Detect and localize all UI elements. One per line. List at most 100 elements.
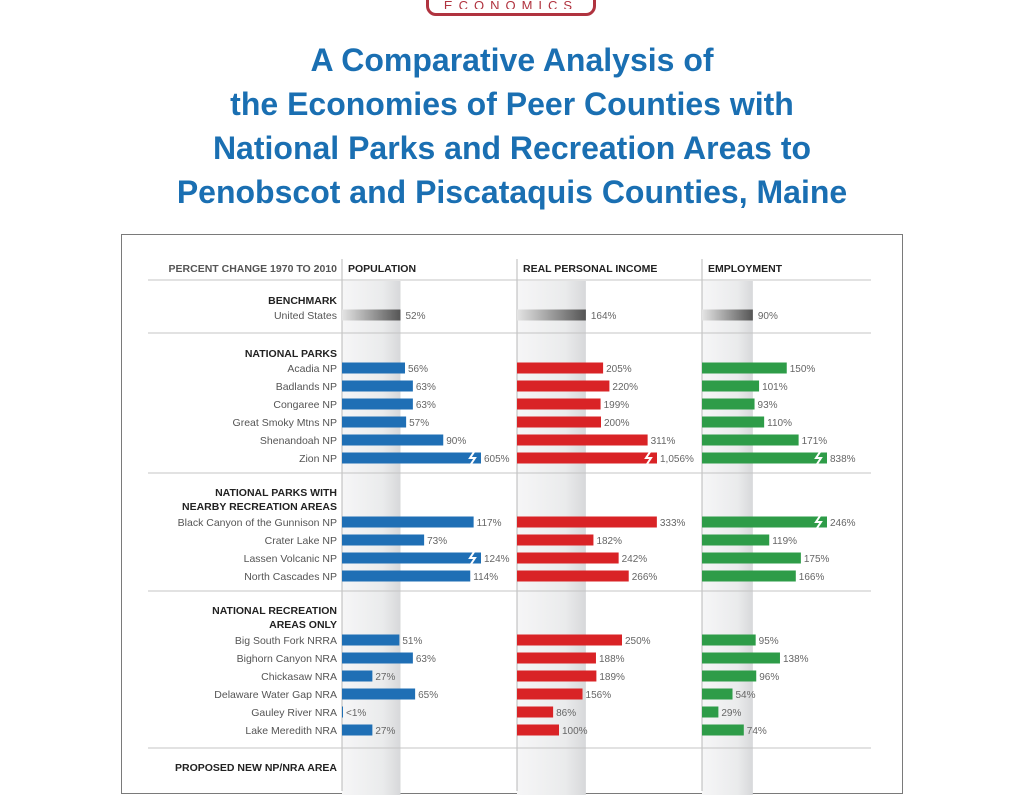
bar-population xyxy=(342,706,343,718)
bar-population xyxy=(342,362,405,374)
value-label-employment: 166% xyxy=(799,572,825,583)
title-line-1: A Comparative Analysis of xyxy=(310,42,714,78)
value-label-population: 63% xyxy=(416,382,436,393)
bar-income xyxy=(517,570,629,582)
value-label-population: 27% xyxy=(375,726,395,737)
break-icon xyxy=(814,515,823,529)
bar-population xyxy=(342,416,407,428)
value-label-employment: 110% xyxy=(767,418,792,429)
bar-chart: PERCENT CHANGE 1970 TO 2010 POPULATION REA… xyxy=(148,259,871,795)
value-label-employment: 93% xyxy=(758,400,778,411)
value-label-population: 27% xyxy=(375,672,395,683)
row-label: Black Canyon of the Gunnison NP xyxy=(178,517,337,529)
row-label: Big South Fork NRRA xyxy=(235,635,337,647)
row-label: Shenandoah NP xyxy=(260,435,337,447)
chart-frame: PERCENT CHANGE 1970 TO 2010 POPULATION REA… xyxy=(121,234,903,795)
value-label-population: 90% xyxy=(446,436,466,447)
bar-income xyxy=(517,416,601,428)
bar-population xyxy=(342,552,481,564)
group-heading: NEARBY RECREATION AREAS xyxy=(182,501,337,513)
value-label-population: 117% xyxy=(477,518,502,529)
value-label-income: 242% xyxy=(622,554,648,565)
bar-income xyxy=(517,362,604,374)
row-label: Delaware Water Gap NRA xyxy=(214,689,337,701)
break-icon xyxy=(644,451,653,465)
value-label-income: 220% xyxy=(612,382,638,393)
column-header-population: POPULATION xyxy=(348,263,416,275)
row-label: Zion NP xyxy=(299,453,337,465)
bar-income xyxy=(517,552,619,564)
value-label-population: 605% xyxy=(484,454,510,465)
row-label: Bighorn Canyon NRA xyxy=(237,653,337,665)
value-label-population: <1% xyxy=(346,708,366,719)
bar-population xyxy=(342,670,373,682)
value-label-employment: 119% xyxy=(772,536,797,547)
value-label-population: 57% xyxy=(409,418,429,429)
bar-population xyxy=(342,534,425,546)
value-label-employment: 101% xyxy=(762,382,788,393)
column-header-employment: EMPLOYMENT xyxy=(708,263,783,275)
value-label-employment: 138% xyxy=(783,654,809,665)
bar-income xyxy=(517,652,596,664)
bar-employment xyxy=(702,452,827,464)
bar-income xyxy=(517,434,648,446)
value-label-income: 164% xyxy=(591,311,617,322)
bar-employment xyxy=(702,516,827,528)
bar-population xyxy=(342,380,413,392)
bar-employment xyxy=(702,724,744,736)
bar-employment xyxy=(702,534,770,546)
title-line-3: National Parks and Recreation Areas to xyxy=(212,130,812,166)
value-label-income: 266% xyxy=(632,572,658,583)
value-label-income: 100% xyxy=(562,726,588,737)
row-label: Gauley River NRA xyxy=(251,707,337,719)
bar-population xyxy=(342,434,444,446)
value-label-population: 114% xyxy=(473,572,498,583)
value-label-income: 311% xyxy=(651,436,676,447)
value-label-employment: 95% xyxy=(759,636,779,647)
row-label: Congaree NP xyxy=(273,399,337,411)
bar-employment xyxy=(702,309,753,321)
value-label-income: 205% xyxy=(606,364,632,375)
bar-employment xyxy=(702,570,796,582)
value-label-income: 250% xyxy=(625,636,651,647)
bar-employment xyxy=(702,634,756,646)
value-label-population: 65% xyxy=(418,690,438,701)
bar-income xyxy=(517,634,622,646)
value-label-employment: 838% xyxy=(830,454,856,465)
value-label-income: 188% xyxy=(599,654,625,665)
break-icon xyxy=(468,551,477,565)
value-label-population: 63% xyxy=(416,400,436,411)
value-label-income: 86% xyxy=(556,708,576,719)
bar-employment xyxy=(702,380,760,392)
title-line-2: the Economies of Peer Counties with xyxy=(230,86,794,122)
group-heading: NATIONAL PARKS WITH xyxy=(215,487,337,499)
bar-population xyxy=(342,398,413,410)
value-label-employment: 54% xyxy=(736,690,756,701)
value-label-employment: 29% xyxy=(721,708,741,719)
row-label: North Cascades NP xyxy=(244,571,337,583)
value-label-income: 182% xyxy=(596,536,622,547)
value-label-employment: 74% xyxy=(747,726,767,737)
row-label: Great Smoky Mtns NP xyxy=(233,417,337,429)
row-label: Chickasaw NRA xyxy=(261,671,337,683)
value-label-employment: 90% xyxy=(758,311,778,322)
value-label-population: 52% xyxy=(406,311,426,322)
row-label: Crater Lake NP xyxy=(265,535,337,547)
group-heading: NATIONAL RECREATION xyxy=(212,605,337,617)
bar-income xyxy=(517,516,657,528)
value-label-income: 1,056% xyxy=(660,454,694,465)
bar-population xyxy=(342,570,471,582)
bar-population xyxy=(342,309,401,321)
row-label: Lake Meredith NRA xyxy=(245,725,337,737)
break-icon xyxy=(814,451,823,465)
value-label-employment: 150% xyxy=(790,364,816,375)
value-label-population: 73% xyxy=(427,536,447,547)
column-header-income: REAL PERSONAL INCOME xyxy=(523,263,657,275)
value-label-population: 63% xyxy=(416,654,436,665)
group-heading: BENCHMARK xyxy=(268,295,337,307)
bar-income xyxy=(517,688,583,700)
chart-title: PERCENT CHANGE 1970 TO 2010 xyxy=(169,263,338,275)
value-label-income: 199% xyxy=(604,400,630,411)
bar-income xyxy=(517,706,554,718)
bar-employment xyxy=(702,434,799,446)
